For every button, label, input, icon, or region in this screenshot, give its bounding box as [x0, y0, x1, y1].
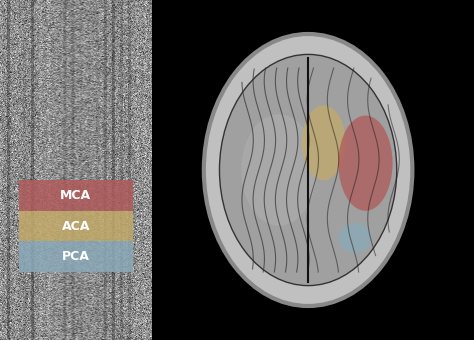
- Ellipse shape: [338, 116, 392, 211]
- Ellipse shape: [241, 114, 317, 226]
- Ellipse shape: [302, 105, 346, 180]
- Text: PCA: PCA: [62, 250, 90, 263]
- Ellipse shape: [204, 34, 412, 306]
- Bar: [152, 0, 474, 340]
- Bar: [19, 211, 133, 241]
- Bar: [19, 180, 133, 211]
- Ellipse shape: [338, 223, 372, 253]
- Text: ACA: ACA: [62, 220, 90, 233]
- Text: MCA: MCA: [60, 189, 91, 202]
- Bar: [19, 241, 133, 272]
- Ellipse shape: [219, 54, 397, 286]
